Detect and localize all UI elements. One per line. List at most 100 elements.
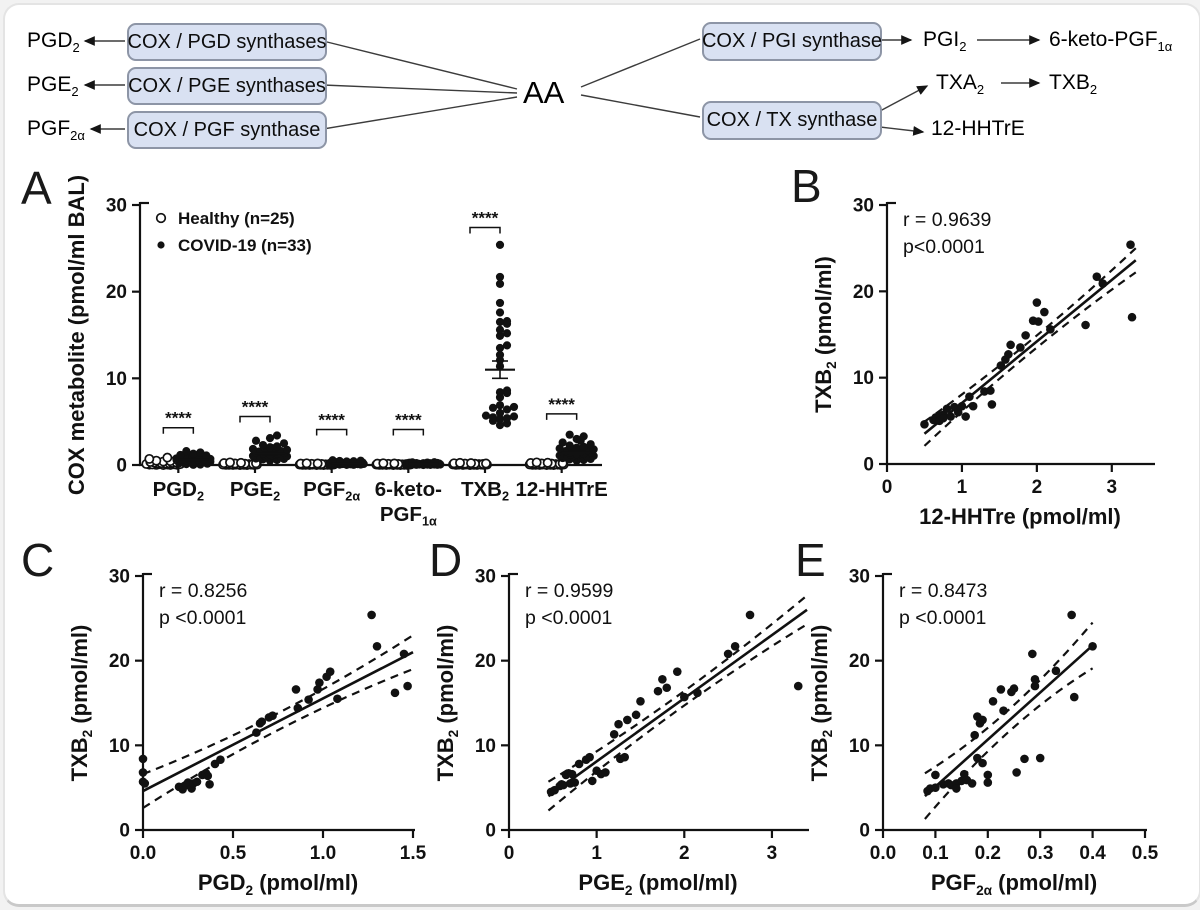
panel-d-chart: 0 10 20 30 0 1 2 3 PGE2 (pmol/ml) TXB2 (pmol/ml) r…	[435, 567, 809, 898]
svg-text:p <0.0001: p <0.0001	[525, 607, 612, 629]
molecule-pge2-base: PGE	[27, 73, 72, 96]
molecule-txb2-sub: 2	[1089, 82, 1098, 98]
svg-text:30: 30	[106, 196, 127, 217]
svg-text:****: ****	[165, 409, 192, 428]
molecule-txa2: TXA2	[936, 71, 984, 102]
panel-label-c: C	[21, 534, 55, 586]
molecule-pge2: PGE2	[27, 73, 79, 104]
svg-text:30: 30	[109, 567, 130, 588]
svg-text:****: ****	[318, 410, 345, 429]
svg-text:20: 20	[849, 651, 870, 672]
svg-text:3: 3	[1106, 477, 1117, 498]
svg-text:20: 20	[853, 282, 874, 303]
pathway-box-tx-synthase: COX / TX synthase	[702, 101, 882, 140]
svg-text:3: 3	[767, 843, 778, 864]
molecule-pge2-sub: 2	[71, 84, 79, 100]
svg-text:0: 0	[882, 477, 893, 498]
molecule-pgf2a: PGF2α	[27, 117, 85, 148]
svg-text:TXB2 (pmol/ml): TXB2 (pmol/ml)	[67, 625, 95, 782]
svg-text:30: 30	[475, 567, 496, 588]
molecule-txb2-base: TXB	[1049, 71, 1090, 94]
molecule-6-keto-sub: 1α	[1157, 39, 1173, 55]
svg-text:PGF2α: PGF2α	[303, 478, 360, 504]
svg-text:0.5: 0.5	[1132, 843, 1159, 864]
svg-text:20: 20	[475, 651, 496, 672]
svg-text:PGE2: PGE2	[230, 478, 280, 504]
svg-text:12-HHTre (pmol/ml): 12-HHTre (pmol/ml)	[919, 504, 1121, 529]
svg-text:PGD2: PGD2	[153, 478, 205, 504]
panel-b-chart: 0 10 20 30 0 1 2 3 12-HHTre (pmol/ml) TXB2 (pmol/…	[811, 196, 1155, 529]
svg-text:r = 0.9599: r = 0.9599	[525, 580, 613, 602]
svg-text:0: 0	[116, 456, 127, 477]
svg-text:1.0: 1.0	[310, 843, 336, 864]
svg-text:10: 10	[109, 736, 130, 757]
svg-text:20: 20	[106, 282, 127, 303]
pathway-box-pgf-synthase: COX / PGF synthase	[127, 111, 327, 149]
svg-text:TXB2: TXB2	[461, 478, 509, 504]
molecule-txa2-base: TXA	[936, 71, 977, 94]
svg-text:30: 30	[849, 567, 870, 588]
svg-text:PGF1α: PGF1α	[380, 503, 437, 529]
molecule-txa2-sub: 2	[976, 82, 985, 98]
svg-text:0.0: 0.0	[130, 843, 156, 864]
panel-c-chart: 0 10 20 30 0.0 0.5 1.0 1.5 PGD2 (pmol/ml) TXB2 (p…	[67, 567, 427, 898]
svg-text:1: 1	[957, 477, 968, 498]
svg-text:10: 10	[849, 736, 870, 757]
molecule-pgf2a-sub: 2α	[70, 128, 85, 144]
svg-text:PGD2 (pmol/ml): PGD2 (pmol/ml)	[198, 870, 358, 898]
panel-label-e: E	[795, 534, 826, 586]
svg-text:6-keto-: 6-keto-	[375, 478, 442, 501]
svg-text:****: ****	[548, 395, 575, 414]
svg-text:2: 2	[1032, 477, 1043, 498]
svg-text:0: 0	[859, 821, 870, 842]
svg-text:p <0.0001: p <0.0001	[899, 607, 986, 629]
panel-label-d: D	[429, 534, 463, 586]
svg-text:****: ****	[242, 397, 269, 416]
svg-text:0.0: 0.0	[870, 843, 896, 864]
molecule-pgd2-sub: 2	[72, 40, 80, 56]
molecule-6-keto-pgf1a: 6-keto-PGF1α	[1049, 28, 1172, 59]
svg-text:1: 1	[591, 843, 602, 864]
svg-text:r = 0.9639: r = 0.9639	[903, 209, 991, 231]
panel-a-chart: 0 10 20 30 COX metabolite (pmol/ml BAL) PGD2 *…	[64, 175, 608, 529]
molecule-pgi2-base: PGI	[923, 28, 960, 51]
svg-text:20: 20	[109, 651, 130, 672]
svg-text:r = 0.8256: r = 0.8256	[159, 580, 247, 602]
svg-text:Healthy (n=25): Healthy (n=25)	[178, 209, 295, 228]
svg-text:10: 10	[853, 368, 874, 389]
svg-text:30: 30	[853, 196, 874, 217]
svg-text:1.5: 1.5	[400, 843, 427, 864]
svg-text:0.1: 0.1	[922, 843, 949, 864]
svg-text:p <0.0001: p <0.0001	[159, 607, 246, 629]
svg-text:0: 0	[119, 821, 130, 842]
pathway-box-pgd-synthases: COX / PGD synthases	[127, 23, 327, 61]
svg-text:****: ****	[395, 410, 422, 429]
svg-text:0.3: 0.3	[1027, 843, 1053, 864]
svg-text:2: 2	[679, 843, 690, 864]
molecule-pgd2: PGD2	[27, 29, 80, 60]
svg-text:TXB2 (pmol/ml): TXB2 (pmol/ml)	[811, 256, 839, 413]
pathway-box-pgi-synthase: COX / PGI synthase	[702, 22, 882, 61]
panel-e-chart: 0 10 20 30 0.0 0.1 0.2 0.3 0.4 0.5 PGF2α (pmol/ml)…	[807, 567, 1159, 898]
svg-text:COVID-19 (n=33): COVID-19 (n=33)	[178, 236, 312, 255]
svg-text:p<0.0001: p<0.0001	[903, 236, 985, 258]
molecule-pgi2-sub: 2	[959, 39, 967, 55]
svg-text:10: 10	[475, 736, 496, 757]
molecule-pgi2: PGI2	[923, 28, 966, 59]
svg-text:0: 0	[485, 821, 496, 842]
svg-text:12-HHTrE: 12-HHTrE	[516, 478, 608, 501]
molecule-txb2: TXB2	[1049, 71, 1097, 102]
molecule-6-keto-base: 6-keto-PGF	[1049, 28, 1158, 51]
svg-text:0: 0	[863, 455, 874, 476]
svg-text:0: 0	[504, 843, 515, 864]
svg-text:PGE2 (pmol/ml): PGE2 (pmol/ml)	[578, 870, 737, 898]
pathway-box-pge-synthases: COX / PGE synthases	[127, 67, 327, 105]
svg-text:0.4: 0.4	[1079, 843, 1106, 864]
svg-text:PGF2α (pmol/ml): PGF2α (pmol/ml)	[931, 870, 1097, 898]
svg-text:TXB2 (pmol/ml): TXB2 (pmol/ml)	[807, 625, 835, 782]
svg-text:****: ****	[472, 209, 499, 228]
svg-text:r = 0.8473: r = 0.8473	[899, 580, 987, 602]
pathway-diagram: PGD2 PGE2 PGF2α COX / PGD synthases COX …	[5, 5, 1199, 167]
figure-card: PGD2 PGE2 PGF2α COX / PGD synthases COX …	[3, 3, 1200, 907]
svg-text:0.5: 0.5	[220, 843, 247, 864]
